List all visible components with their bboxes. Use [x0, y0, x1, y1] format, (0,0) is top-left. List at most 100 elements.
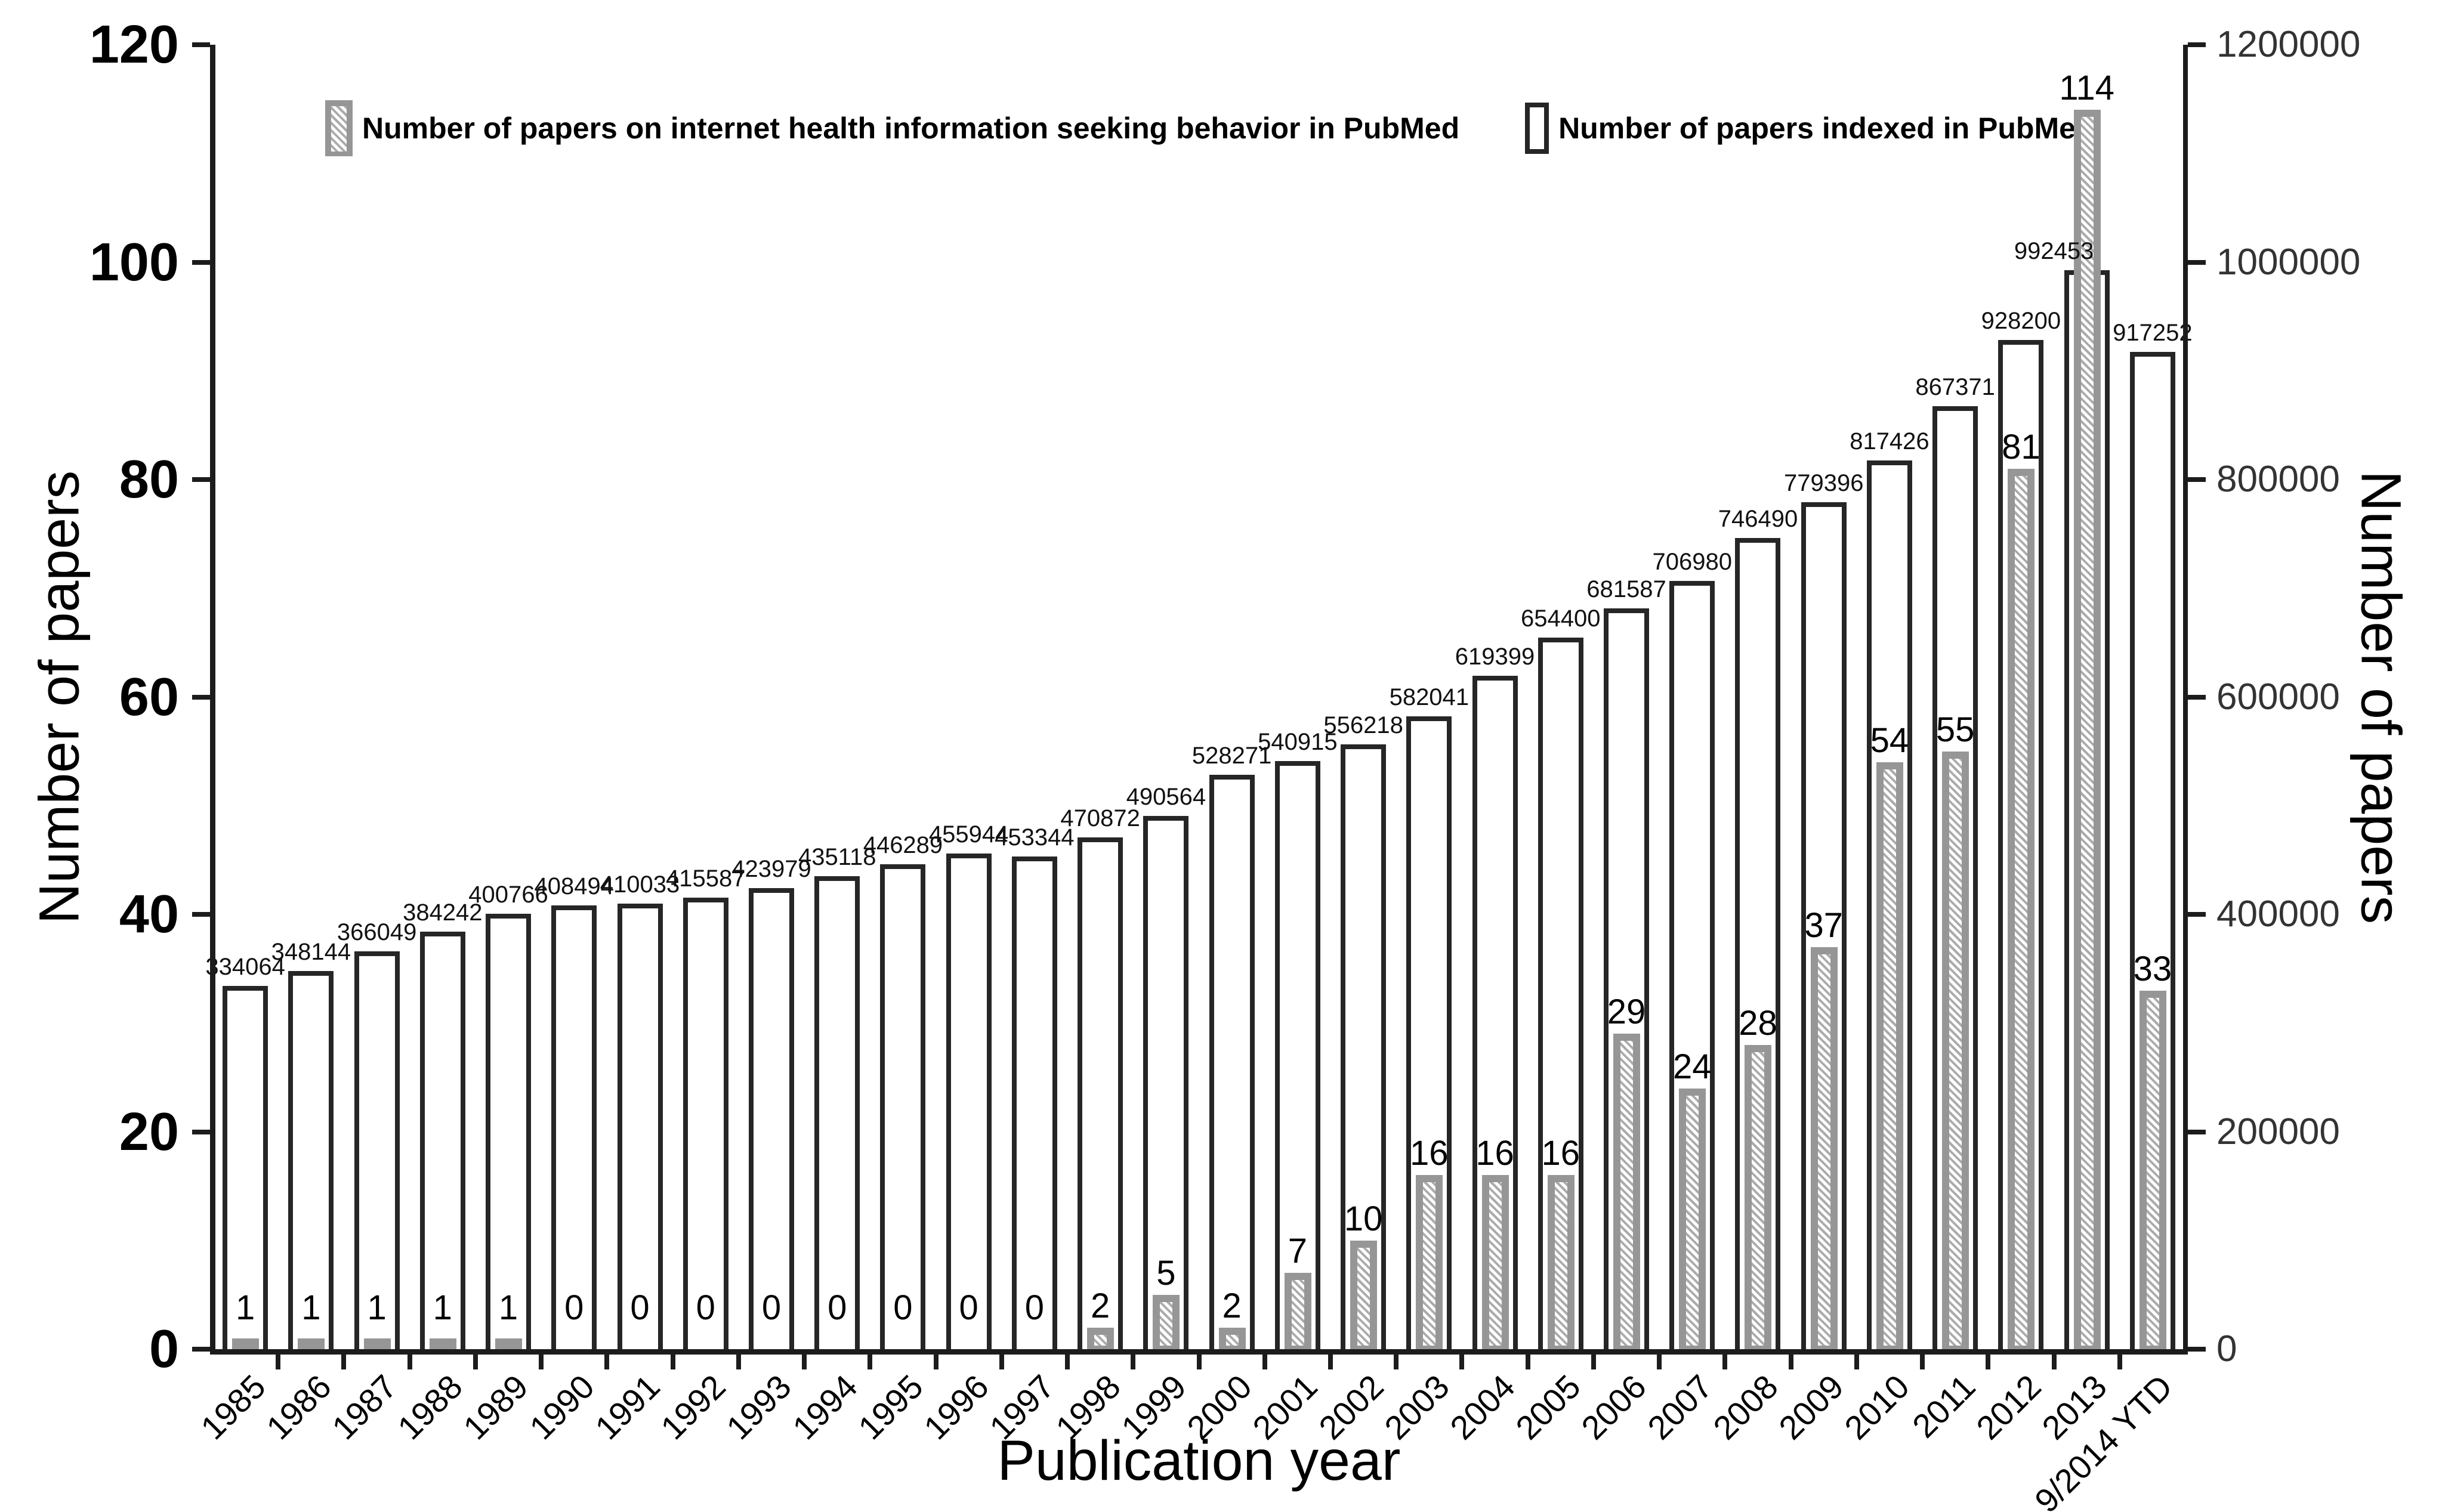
left-axis-tick-label: 40: [119, 885, 179, 944]
right-axis-title: Number of papers: [2349, 470, 2413, 924]
gray-bar-label-1985: 1: [235, 1288, 255, 1327]
gray-bar-1988: [429, 1338, 456, 1349]
white-bar-label-2001: 540915: [1258, 729, 1338, 755]
gray-bar-1987: [363, 1338, 391, 1349]
legend-label: Number of papers on internet health info…: [362, 112, 1460, 145]
x-axis-tick: [670, 1349, 675, 1369]
white-bar-1996: [946, 854, 992, 1354]
white-bar-label-2010: 817426: [1850, 428, 1929, 454]
gray-bar-hatch-pattern: [1357, 1248, 1370, 1346]
gray-bar-hatch-pattern: [1949, 759, 1962, 1346]
gray-hatched-swatch-icon: [325, 100, 353, 156]
x-axis-tick: [867, 1349, 873, 1369]
x-tick-label-2007: 2007: [1640, 1367, 1719, 1447]
white-bar-label-2006: 681587: [1586, 576, 1666, 602]
gray-bar-1999: [1153, 1295, 1180, 1349]
x-tick-label-1988: 1988: [390, 1367, 470, 1447]
x-tick-label-2011: 2011: [1904, 1367, 1983, 1445]
gray-bar-label-2002: 10: [1344, 1199, 1383, 1238]
right-axis-tick-label: 0: [2216, 1328, 2237, 1369]
x-axis-tick: [2117, 1349, 2122, 1369]
x-axis-tick: [1065, 1349, 1070, 1369]
x-tick-label-2010: 2010: [1837, 1367, 1917, 1447]
white-bar-1988: [419, 932, 465, 1354]
gray-bar-hatch-pattern: [2080, 117, 2094, 1346]
x-axis-tick: [933, 1349, 938, 1369]
gray-bar-hatch-pattern: [1489, 1182, 1502, 1346]
white-bar-label-1990: 408494: [534, 873, 615, 899]
white-bar-1985: [223, 986, 268, 1354]
gray-bar-hatch-pattern: [1423, 1182, 1436, 1346]
gray-bar-label-2004: 16: [1475, 1134, 1514, 1173]
right-axis-tick: [2188, 259, 2206, 265]
x-axis-tick: [1920, 1349, 1925, 1369]
x-tick-label-1995: 1995: [851, 1367, 930, 1447]
left-axis-tick: [192, 1347, 210, 1352]
white-bar-label-1989: 400766: [468, 882, 548, 908]
gray-bar-2008: [1745, 1045, 1772, 1349]
gray-bar-label-1995: 0: [893, 1288, 913, 1327]
gray-bar-label-2001: 7: [1288, 1232, 1307, 1270]
left-axis-tick: [192, 477, 210, 482]
gray-bar-hatch-pattern: [1225, 1335, 1239, 1346]
white-bar-label-1999: 490564: [1126, 784, 1206, 810]
x-tick-label-2004: 2004: [1443, 1367, 1522, 1447]
x-tick-label-1985: 1985: [193, 1367, 273, 1447]
white-bar-label-1997: 453344: [995, 824, 1075, 851]
right-axis-tick-label: 800000: [2216, 459, 2340, 500]
right-axis-tick: [2188, 912, 2206, 917]
gray-bar-2013: [2073, 110, 2101, 1349]
gray-bar-label-1996: 0: [959, 1288, 978, 1327]
white-bar-label-1992: 415587: [666, 865, 746, 892]
x-axis-tick: [1394, 1349, 1399, 1369]
x-axis-tick: [1327, 1349, 1333, 1369]
left-axis-tick-label: 100: [89, 232, 179, 292]
gray-bar-hatch-pattern: [1291, 1280, 1304, 1346]
x-axis-tick: [1459, 1349, 1465, 1369]
x-tick-label-2008: 2008: [1706, 1367, 1785, 1447]
x-axis-tick: [1525, 1349, 1530, 1369]
left-axis-tick-label: 120: [89, 15, 179, 75]
gray-bar-hatch-pattern: [1817, 954, 1830, 1346]
white-bar-2006: [1604, 608, 1650, 1354]
white-bar-1999: [1143, 816, 1189, 1354]
x-axis-tick: [276, 1349, 281, 1369]
x-axis-tick: [1788, 1349, 1793, 1369]
x-axis-tick: [1591, 1349, 1596, 1369]
white-bar-label-1993: 423979: [731, 856, 811, 882]
x-tick-label-2012: 2012: [1969, 1367, 2048, 1447]
x-tick-label-1996: 1996: [916, 1367, 996, 1447]
x-tick-label-1992: 1992: [653, 1367, 733, 1447]
x-tick-label-1990: 1990: [521, 1367, 601, 1447]
x-axis-tick: [604, 1349, 610, 1369]
white-bar-1997: [1011, 857, 1057, 1354]
gray-bar-hatch-pattern: [1094, 1335, 1107, 1346]
white-bar-label-1994: 435118: [798, 844, 876, 870]
x-axis-tick: [1196, 1349, 1202, 1369]
gray-bar-2006: [1613, 1034, 1641, 1349]
gray-bar-label-2012: 81: [2002, 428, 2040, 466]
x-tick-label-1987: 1987: [325, 1367, 404, 1447]
gray-bar-2007: [1679, 1089, 1706, 1349]
gray-bar-2009: [1810, 947, 1838, 1349]
left-axis-tick: [192, 694, 210, 700]
right-axis-tick-label: 600000: [2216, 676, 2340, 718]
white-bar-label-1991: 410033: [600, 871, 680, 898]
white-bar-label-2012: 928200: [1981, 308, 2061, 334]
white-bar-1998: [1078, 837, 1123, 1354]
gray-bar-label-1989: 1: [498, 1288, 518, 1327]
white-bar-label-2002: 556218: [1323, 712, 1403, 738]
gray-bar-label-2006: 29: [1607, 992, 1646, 1031]
white-bar-2008: [1735, 538, 1781, 1354]
gray-bar-label-1993: 0: [761, 1288, 782, 1327]
gray-bar-label-9/2014 YTD: 33: [2133, 950, 2172, 988]
white-bar-1987: [354, 951, 400, 1354]
gray-bar-1998: [1087, 1328, 1115, 1349]
white-bar-label-2009: 779396: [1783, 470, 1864, 496]
gray-bar-label-1988: 1: [433, 1288, 452, 1327]
x-axis-tick: [473, 1349, 478, 1369]
white-bar-2004: [1472, 676, 1518, 1354]
left-axis-tick-label: 0: [149, 1319, 179, 1379]
x-axis-tick: [1854, 1349, 1859, 1369]
